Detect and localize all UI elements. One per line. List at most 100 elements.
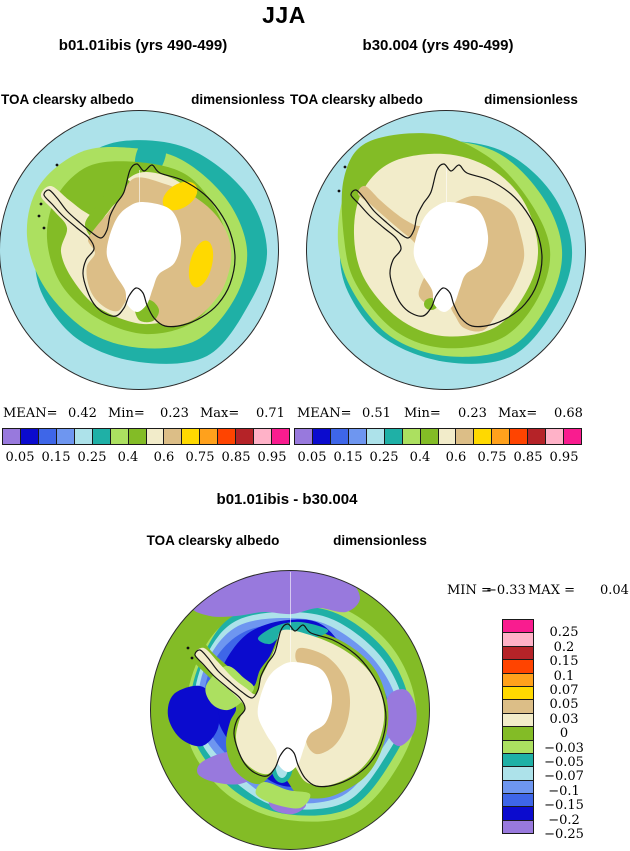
diff-colorbar-label: 0.03 bbox=[549, 711, 579, 727]
colorbar-swatch bbox=[455, 428, 475, 445]
figure-title: JJA bbox=[262, 2, 306, 28]
colorbar-swatch bbox=[181, 428, 201, 445]
colorbar-tick-label: 0.15 bbox=[333, 450, 363, 465]
polar-hole bbox=[413, 201, 489, 312]
colorbar-swatch bbox=[473, 428, 493, 445]
min-value: 0.23 bbox=[160, 406, 189, 421]
island-speck bbox=[343, 165, 347, 169]
panel2-colorbar-ticks: 0.05 0.15 0.25 0.4 0.6 0.75 0.85 0.95 bbox=[294, 450, 582, 466]
diff-colorbar-label: −0.1 bbox=[548, 783, 580, 799]
diff-colorbar-label: 0.25 bbox=[549, 625, 579, 641]
contour-patch bbox=[188, 240, 214, 288]
panel1-title: b01.01ibis (yrs 490-499) bbox=[58, 37, 228, 54]
colorbar-tick-label: 0.15 bbox=[41, 450, 71, 465]
diff-colorbar-swatch bbox=[502, 645, 534, 661]
diff-colorbar-swatch bbox=[502, 819, 534, 835]
colorbar-tick-label: 0.75 bbox=[185, 450, 215, 465]
colorbar-tick-label: 0.85 bbox=[513, 450, 543, 465]
diff-colorbar-swatch bbox=[502, 712, 534, 728]
panel2-colorbar bbox=[294, 428, 582, 445]
min-label: Min= bbox=[404, 406, 441, 421]
colorbar-tick-label: 0.4 bbox=[117, 450, 139, 465]
colorbar-swatch bbox=[491, 428, 511, 445]
panel2-title: b30.004 (yrs 490-499) bbox=[362, 37, 514, 54]
contour-band bbox=[383, 689, 417, 747]
colorbar-swatch bbox=[437, 428, 457, 445]
colorbar-swatch bbox=[545, 428, 565, 445]
contour-band bbox=[191, 570, 360, 617]
colorbar-swatch bbox=[311, 428, 331, 445]
polar-hole bbox=[106, 201, 182, 312]
max-value: 0.04 bbox=[600, 583, 629, 598]
colorbar-tick-label: 0.6 bbox=[153, 450, 175, 465]
map-boundary-circle bbox=[0, 110, 279, 390]
max-label: MAX = bbox=[528, 583, 575, 598]
colorbar-tick-label: 0.75 bbox=[477, 450, 507, 465]
diff-colorbar-swatch bbox=[502, 779, 534, 795]
colorbar-tick-label: 0.85 bbox=[221, 450, 251, 465]
diff-colorbar-swatch bbox=[502, 685, 534, 701]
diff-units-label: dimensionless bbox=[333, 533, 427, 548]
diff-colorbar-label: 0 bbox=[559, 726, 569, 742]
diff-colorbar-swatch bbox=[502, 619, 534, 634]
colorbar-swatch bbox=[365, 428, 385, 445]
colorbar-tick-label: 0.95 bbox=[549, 450, 579, 465]
island-speck bbox=[39, 202, 43, 206]
max-label: Max= bbox=[200, 406, 240, 421]
island-speck bbox=[190, 656, 194, 660]
diff-colorbar-label: −0.15 bbox=[544, 798, 584, 814]
diff-colorbar-label: 0.1 bbox=[553, 668, 575, 684]
panel2-units-label: dimensionless bbox=[484, 92, 578, 107]
diff-field-label: TOA clearsky albedo bbox=[146, 533, 280, 548]
colorbar-swatch bbox=[271, 428, 290, 445]
colorbar-swatch bbox=[527, 428, 547, 445]
diff-colorbar bbox=[502, 619, 534, 835]
colorbar-swatch bbox=[91, 428, 111, 445]
colorbar-swatch bbox=[235, 428, 255, 445]
diff-title: b01.01ibis - b30.004 bbox=[216, 491, 358, 508]
min-label: MIN = bbox=[447, 583, 492, 598]
colorbar-swatch bbox=[329, 428, 349, 445]
colorbar-swatch bbox=[253, 428, 273, 445]
colorbar-tick-label: 0.6 bbox=[445, 450, 467, 465]
colorbar-swatch bbox=[163, 428, 183, 445]
colorbar-swatch bbox=[19, 428, 39, 445]
contour-band bbox=[255, 781, 311, 809]
map-boundary-circle bbox=[150, 570, 430, 850]
colorbar-swatch bbox=[217, 428, 237, 445]
island-speck bbox=[337, 189, 341, 193]
colorbar-swatch bbox=[37, 428, 57, 445]
diff-colorbar-swatch bbox=[502, 806, 534, 821]
colorbar-swatch bbox=[419, 428, 439, 445]
antarctica-coastline bbox=[194, 623, 387, 788]
colorbar-swatch bbox=[55, 428, 75, 445]
diff-colorbar-label: −0.25 bbox=[544, 827, 584, 842]
colorbar-swatch bbox=[294, 428, 313, 445]
diff-colorbar-swatch bbox=[502, 766, 534, 781]
diff-colorbar-label: −0.03 bbox=[544, 740, 584, 756]
panel2-field-label: TOA clearsky albedo bbox=[290, 92, 423, 107]
mean-value: 0.51 bbox=[362, 406, 391, 421]
polar-hole bbox=[257, 661, 333, 772]
contour-band bbox=[84, 177, 132, 239]
diff-colorbar-swatch bbox=[502, 793, 534, 808]
panel1-units-label: dimensionless bbox=[191, 92, 285, 107]
panel1-colorbar-ticks: 0.05 0.15 0.25 0.4 0.6 0.75 0.85 0.95 bbox=[2, 450, 290, 466]
island-speck bbox=[42, 226, 46, 230]
max-value: 0.71 bbox=[256, 406, 285, 421]
diff-colorbar-label: 0.05 bbox=[549, 697, 579, 713]
diff-colorbar-swatch bbox=[502, 726, 534, 741]
diff-colorbar-swatch bbox=[502, 752, 534, 768]
antarctica-coastline bbox=[350, 163, 543, 328]
mean-label: MEAN= bbox=[297, 406, 352, 421]
min-value: 0.23 bbox=[458, 406, 487, 421]
island-speck bbox=[186, 646, 190, 650]
map-difference bbox=[150, 570, 430, 850]
colorbar-tick-label: 0.05 bbox=[297, 450, 327, 465]
diff-colorbar-label: 0.07 bbox=[549, 683, 579, 698]
colorbar-swatch bbox=[199, 428, 219, 445]
colorbar-swatch bbox=[109, 428, 129, 445]
colorbar-swatch bbox=[563, 428, 582, 445]
diff-colorbar-label: −0.2 bbox=[548, 812, 580, 828]
